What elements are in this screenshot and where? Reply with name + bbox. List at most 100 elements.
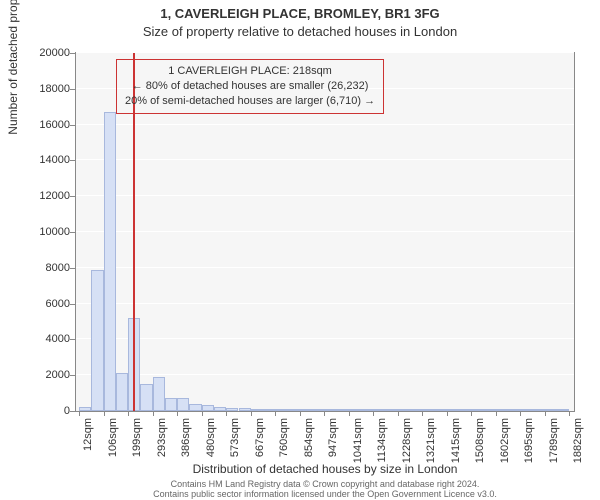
- annotation-box: 1 CAVERLEIGH PLACE: 218sqm← 80% of detac…: [116, 59, 384, 114]
- x-tick-mark: [128, 411, 129, 416]
- histogram-bar: [337, 409, 349, 411]
- histogram-bar: [557, 409, 569, 411]
- histogram-bar: [533, 409, 545, 411]
- y-tick-mark: [70, 268, 75, 269]
- histogram-bar: [471, 409, 483, 411]
- annotation-line: ← 80% of detached houses are smaller (26…: [125, 79, 375, 94]
- credit-line2: Contains public sector information licen…: [153, 489, 497, 499]
- x-tick-mark: [569, 411, 570, 416]
- x-tick-mark: [251, 411, 252, 416]
- histogram-bar: [386, 409, 398, 411]
- histogram-bar: [104, 112, 116, 411]
- y-axis-label: Number of detached properties: [6, 0, 20, 232]
- y-tick-label: 20000: [20, 47, 70, 59]
- credit-text: Contains HM Land Registry data © Crown c…: [75, 480, 575, 500]
- x-tick-mark: [471, 411, 472, 416]
- y-tick-mark: [70, 232, 75, 233]
- chart-container: 1, CAVERLEIGH PLACE, BROMLEY, BR1 3FG Si…: [0, 0, 600, 500]
- gridline: [76, 124, 574, 125]
- y-tick-label: 18000: [20, 83, 70, 95]
- y-tick-mark: [70, 339, 75, 340]
- gridline: [76, 159, 574, 160]
- y-tick-label: 4000: [20, 333, 70, 345]
- histogram-bar: [239, 408, 251, 411]
- y-tick-label: 14000: [20, 154, 70, 166]
- y-tick-mark: [70, 89, 75, 90]
- histogram-bar: [312, 409, 324, 411]
- gridline: [76, 52, 574, 53]
- gridline: [76, 374, 574, 375]
- histogram-bar: [422, 409, 434, 411]
- y-tick-label: 0: [20, 405, 70, 417]
- x-tick-mark: [153, 411, 154, 416]
- histogram-bar: [398, 409, 410, 411]
- histogram-bar: [153, 377, 165, 411]
- y-tick-mark: [70, 304, 75, 305]
- y-tick-label: 16000: [20, 119, 70, 131]
- y-tick-label: 6000: [20, 298, 70, 310]
- y-tick-mark: [70, 375, 75, 376]
- y-tick-label: 2000: [20, 369, 70, 381]
- y-tick-mark: [70, 53, 75, 54]
- histogram-bar: [545, 409, 557, 411]
- histogram-bar: [140, 384, 152, 411]
- x-tick-mark: [226, 411, 227, 416]
- y-tick-mark: [70, 196, 75, 197]
- histogram-bar: [202, 405, 214, 411]
- histogram-bar: [484, 409, 496, 411]
- y-tick-label: 10000: [20, 226, 70, 238]
- x-tick-mark: [520, 411, 521, 416]
- x-tick-mark: [349, 411, 350, 416]
- y-tick-mark: [70, 125, 75, 126]
- annotation-line: 20% of semi-detached houses are larger (…: [125, 94, 375, 109]
- histogram-bar: [177, 398, 189, 411]
- histogram-bar: [508, 409, 520, 411]
- x-tick-mark: [177, 411, 178, 416]
- gridline: [76, 303, 574, 304]
- x-tick-mark: [104, 411, 105, 416]
- gridline: [76, 267, 574, 268]
- y-tick-mark: [70, 411, 75, 412]
- gridline: [76, 231, 574, 232]
- x-tick-mark: [324, 411, 325, 416]
- histogram-bar: [251, 409, 263, 411]
- x-tick-mark: [422, 411, 423, 416]
- x-tick-mark: [447, 411, 448, 416]
- histogram-bar: [324, 409, 336, 411]
- annotation-line: 1 CAVERLEIGH PLACE: 218sqm: [125, 64, 375, 79]
- x-axis-label: Distribution of detached houses by size …: [75, 462, 575, 476]
- gridline: [76, 195, 574, 196]
- x-tick-mark: [398, 411, 399, 416]
- x-tick-mark: [275, 411, 276, 416]
- x-tick-mark: [79, 411, 80, 416]
- histogram-bar: [520, 409, 532, 411]
- y-tick-label: 12000: [20, 190, 70, 202]
- plot-area: 1 CAVERLEIGH PLACE: 218sqm← 80% of detac…: [75, 52, 575, 412]
- x-tick-mark: [496, 411, 497, 416]
- histogram-bar: [435, 409, 447, 411]
- histogram-bar: [300, 409, 312, 411]
- y-tick-mark: [70, 160, 75, 161]
- x-tick-mark: [373, 411, 374, 416]
- title-line1: 1, CAVERLEIGH PLACE, BROMLEY, BR1 3FG: [0, 6, 600, 21]
- credit-line1: Contains HM Land Registry data © Crown c…: [171, 479, 480, 489]
- gridline: [76, 338, 574, 339]
- histogram-bar: [214, 407, 226, 411]
- histogram-bar: [373, 409, 385, 411]
- histogram-bar: [496, 409, 508, 411]
- histogram-bar: [361, 409, 373, 411]
- y-tick-label: 8000: [20, 262, 70, 274]
- histogram-bar: [275, 409, 287, 411]
- histogram-bar: [91, 270, 103, 411]
- x-tick-mark: [202, 411, 203, 416]
- histogram-bar: [263, 409, 275, 411]
- histogram-bar: [165, 398, 177, 411]
- histogram-bar: [226, 408, 238, 411]
- histogram-bar: [459, 409, 471, 411]
- histogram-bar: [189, 404, 201, 411]
- histogram-bar: [410, 409, 422, 411]
- title-line2: Size of property relative to detached ho…: [0, 24, 600, 39]
- histogram-bar: [116, 373, 128, 411]
- histogram-bar: [79, 407, 91, 411]
- x-tick-mark: [300, 411, 301, 416]
